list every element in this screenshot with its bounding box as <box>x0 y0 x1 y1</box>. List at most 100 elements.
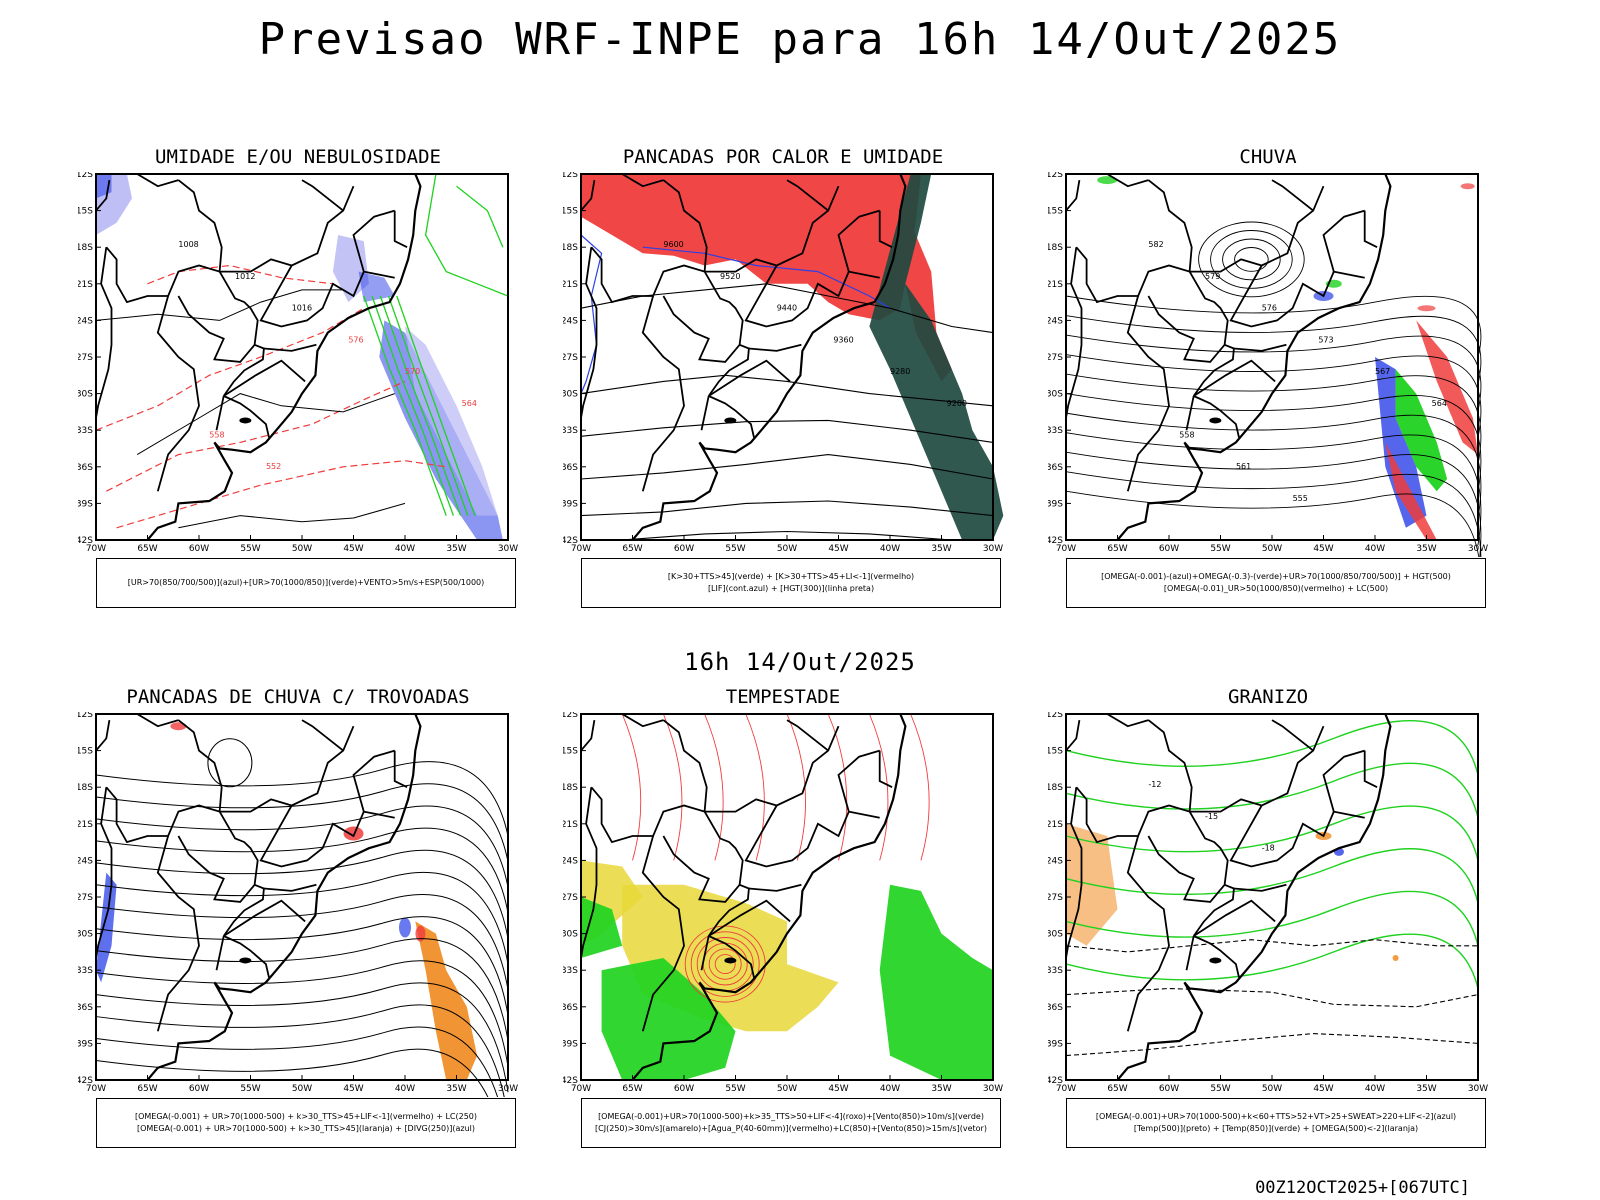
border-line <box>704 725 840 813</box>
border-line <box>1363 210 1378 249</box>
border-line <box>580 179 596 212</box>
wind-area <box>601 958 736 1080</box>
contour-label: -18 <box>1262 844 1275 853</box>
contour-label: 9200 <box>947 399 967 408</box>
streamline <box>95 1004 505 1097</box>
legend-line-2: [OMEGA(-0.01)_UR>50(1000/850)(vermelho) … <box>1163 584 1389 593</box>
rain-area <box>1416 320 1478 455</box>
lon-label: 35W <box>446 1084 466 1094</box>
lc850-streamline <box>704 713 724 861</box>
lat-label: 12S <box>1048 172 1063 180</box>
border-line <box>219 185 355 273</box>
border-line <box>223 899 306 937</box>
legend-caption: [K>30+TTS>45](verde) + [K>30+TTS>45+LI<-… <box>581 558 1001 608</box>
legend-line-2: [OMEGA(-0.001) + UR>70(1000-500) + k>30_… <box>136 1124 476 1133</box>
lon-label: 40W <box>1365 1084 1385 1094</box>
streamline <box>1065 490 1480 557</box>
field-layer <box>1065 720 1479 1057</box>
contour-label: 1016 <box>292 304 312 313</box>
lat-label: 27S <box>78 893 93 903</box>
border-line <box>1271 179 1314 212</box>
lon-label: 50W <box>1262 1084 1282 1094</box>
lon-label: 30W <box>1468 1084 1488 1094</box>
lon-label: 60W <box>189 544 209 554</box>
streamline <box>1065 373 1482 465</box>
streamline <box>1065 432 1482 545</box>
map-background <box>1066 714 1478 1080</box>
border-line <box>700 935 710 971</box>
storm-area <box>415 925 426 942</box>
lat-label: 12S <box>563 172 578 180</box>
border-line <box>263 343 317 352</box>
border-line <box>662 271 744 363</box>
lon-label: 35W <box>931 1084 951 1094</box>
lon-label: 70W <box>1056 544 1076 554</box>
lat-label: 24S <box>78 856 93 866</box>
streamline <box>95 849 509 939</box>
lat-label: 36S <box>563 1003 578 1013</box>
lon-label: 35W <box>931 544 951 554</box>
coastline <box>1116 173 1392 541</box>
panel-granizo: GRANIZO -12 -15 -18 12S 15S 18S 21S 24S 27S 30S 33… <box>1048 686 1548 1148</box>
lat-label: 42S <box>1048 536 1063 546</box>
border-line <box>1189 185 1325 273</box>
lat-label: 15S <box>563 747 578 757</box>
legend-line-1: [OMEGA(-0.001) + UR>70(1000-500) + k>30_… <box>134 1112 478 1121</box>
border-line <box>1271 719 1314 752</box>
border-line <box>223 359 306 397</box>
panel-title: CHUVA <box>1239 146 1297 168</box>
lon-label: 40W <box>880 544 900 554</box>
lat-label: 36S <box>563 463 578 473</box>
field-layer <box>95 722 509 1097</box>
lon-label: 55W <box>1210 1084 1230 1094</box>
thickness-contour <box>147 264 333 285</box>
lat-label: 15S <box>1048 207 1063 217</box>
border-line <box>1065 787 1083 959</box>
streamline <box>207 738 253 788</box>
contour-label: 567 <box>1375 367 1390 376</box>
border-line <box>1229 805 1365 868</box>
border-line <box>1065 719 1081 752</box>
streamline <box>1065 451 1482 557</box>
border-line <box>878 750 893 789</box>
legend-line-1: [K>30+TTS>45](verde) + [K>30+TTS>45+LI<-… <box>667 572 915 581</box>
border-line <box>641 295 685 492</box>
streamline <box>95 1048 489 1097</box>
omega-area <box>1392 955 1399 961</box>
green-contour <box>424 173 509 297</box>
panel-title: UMIDADE E/OU NEBULOSIDADE <box>155 146 441 168</box>
rain-area <box>1385 442 1437 540</box>
rain-area <box>1460 183 1475 190</box>
lat-label: 30S <box>78 930 93 940</box>
contour-label: 558 <box>1179 431 1194 440</box>
border-line <box>1229 265 1365 328</box>
border-line <box>1106 713 1149 728</box>
lat-label: 30S <box>563 390 578 400</box>
lat-label: 30S <box>563 930 578 940</box>
contour-label: 573 <box>1318 335 1333 344</box>
lon-label: 70W <box>571 544 591 554</box>
lat-label: 27S <box>78 353 93 363</box>
lat-label: 18S <box>78 243 93 253</box>
lon-label: 60W <box>1159 1084 1179 1094</box>
forecast-map[interactable]: 582 579 576 573 567 564 558 561 555 12S 15S 18S 21S 2… <box>1048 172 1548 557</box>
lat-label: 42S <box>78 1076 93 1086</box>
lc850-streamline <box>621 713 642 861</box>
green-contour <box>396 295 476 516</box>
lc850-streamline <box>745 713 765 861</box>
border-line <box>215 395 225 431</box>
geography-layer <box>580 713 907 1081</box>
border-line <box>136 173 179 188</box>
streamline <box>95 761 509 837</box>
contour-label: -12 <box>1148 780 1161 789</box>
forecast-map[interactable]: 9600 9520 9440 9360 9280 9200 12S 15S 18S 21S 24S 2… <box>563 172 1063 557</box>
green-contour <box>379 295 462 516</box>
lat-label: 24S <box>1048 856 1063 866</box>
border-line <box>95 787 113 959</box>
forecast-map[interactable]: 1008 1012 1016 576 570 564 558 552 12S 15S 18S 21S 2… <box>78 172 578 557</box>
lon-label: 40W <box>395 1084 415 1094</box>
lon-label: 55W <box>240 544 260 554</box>
forecast-map[interactable]: -12 -15 -18 12S 15S 18S 21S 24S 27S 30S 33S 36S 39S 4… <box>1048 712 1548 1097</box>
